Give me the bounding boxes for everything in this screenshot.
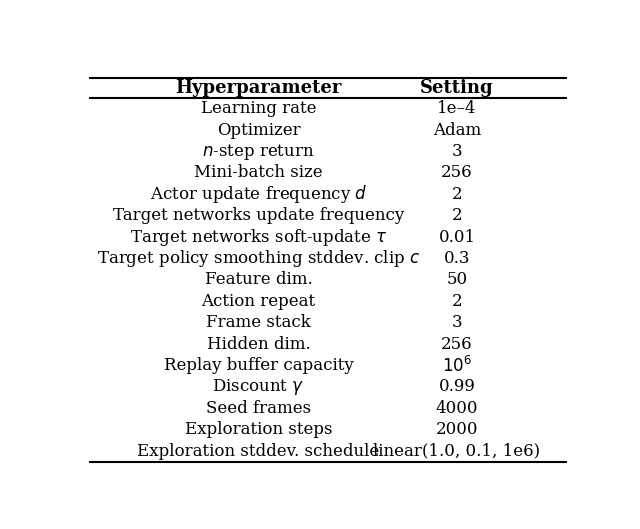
Text: 0.01: 0.01	[438, 229, 476, 245]
Text: Mini-batch size: Mini-batch size	[195, 165, 323, 181]
Text: 256: 256	[441, 336, 473, 353]
Text: 256: 256	[441, 165, 473, 181]
Text: Setting: Setting	[420, 79, 494, 97]
Text: 3: 3	[452, 143, 462, 160]
Text: Frame stack: Frame stack	[206, 314, 311, 331]
Text: 50: 50	[446, 271, 468, 288]
Text: Feature dim.: Feature dim.	[205, 271, 312, 288]
Text: 2: 2	[452, 207, 462, 224]
Text: 4000: 4000	[436, 400, 478, 417]
Text: 3: 3	[452, 314, 462, 331]
Text: 1e–4: 1e–4	[437, 101, 477, 117]
Text: 2: 2	[452, 293, 462, 310]
Text: Hyperparameter: Hyperparameter	[175, 79, 342, 97]
Text: Target networks update frequency: Target networks update frequency	[113, 207, 404, 224]
Text: Discount $\gamma$: Discount $\gamma$	[212, 377, 305, 397]
Text: Learning rate: Learning rate	[201, 101, 316, 117]
Text: Optimizer: Optimizer	[217, 122, 300, 139]
Text: 0.99: 0.99	[438, 378, 476, 396]
Text: Target networks soft-update $\tau$: Target networks soft-update $\tau$	[130, 227, 387, 248]
Text: Replay buffer capacity: Replay buffer capacity	[164, 357, 353, 374]
Text: 2: 2	[452, 186, 462, 203]
Text: $n$-step return: $n$-step return	[202, 142, 315, 161]
Text: Seed frames: Seed frames	[206, 400, 311, 417]
Text: Hidden dim.: Hidden dim.	[207, 336, 310, 353]
Text: $10^6$: $10^6$	[442, 355, 472, 376]
Text: Exploration stddev. schedule: Exploration stddev. schedule	[138, 443, 380, 460]
Text: Action repeat: Action repeat	[202, 293, 316, 310]
Text: linear(1.0, 0.1, 1e6): linear(1.0, 0.1, 1e6)	[373, 443, 541, 460]
Text: Exploration steps: Exploration steps	[185, 421, 332, 438]
Text: Actor update frequency $d$: Actor update frequency $d$	[150, 184, 367, 205]
Text: Adam: Adam	[433, 122, 481, 139]
Text: 0.3: 0.3	[444, 250, 470, 267]
Text: 2000: 2000	[436, 421, 478, 438]
Text: Target policy smoothing stddev. clip $c$: Target policy smoothing stddev. clip $c$	[97, 248, 420, 269]
